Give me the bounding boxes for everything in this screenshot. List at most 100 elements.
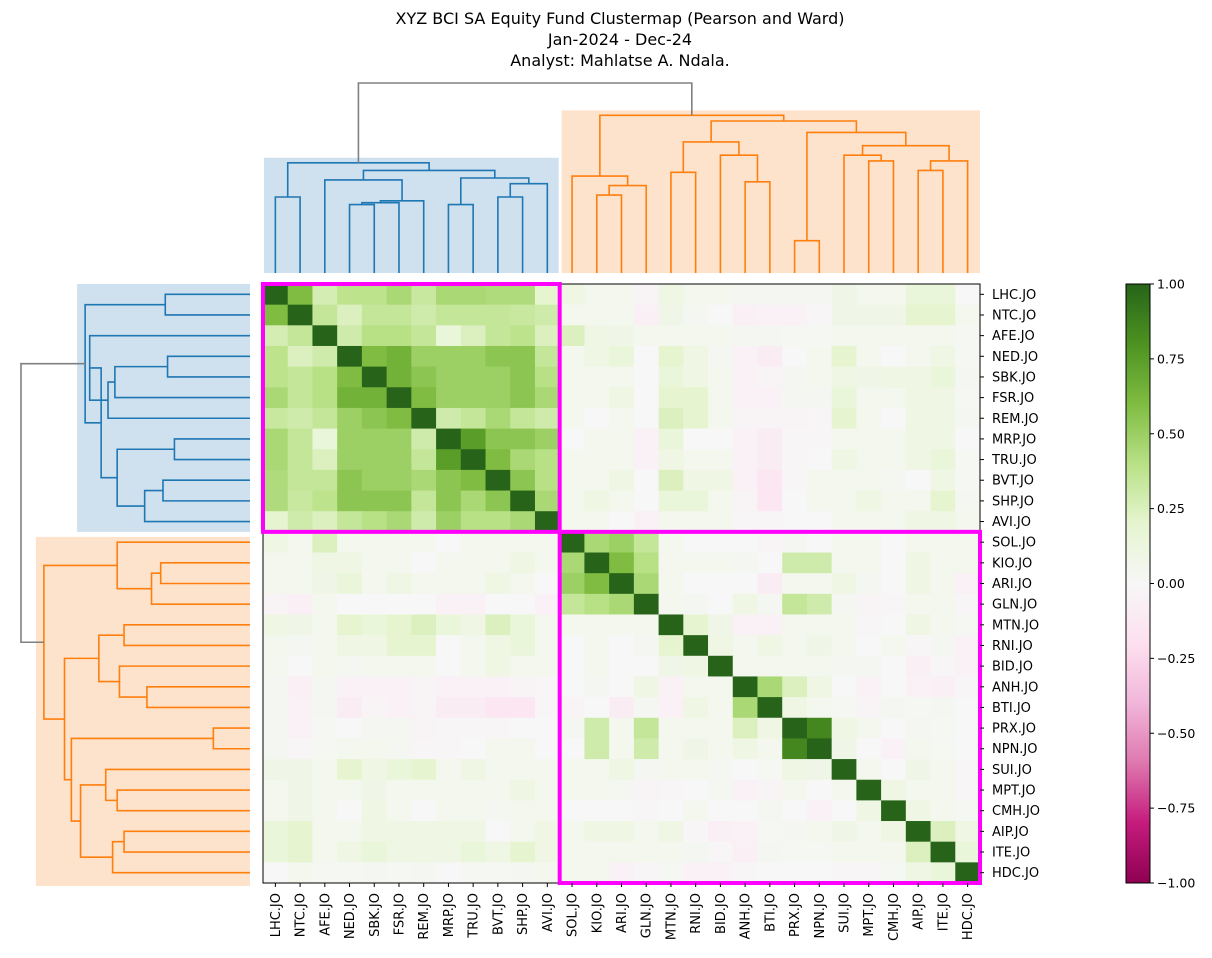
heatmap-cell — [263, 738, 289, 760]
heatmap-cell — [534, 800, 561, 822]
heatmap-cell — [856, 573, 882, 595]
heatmap-cell — [263, 821, 289, 843]
heatmap-cell — [312, 325, 338, 347]
heatmap-cell — [930, 759, 956, 781]
row-tick-label: BTI.JO — [992, 701, 1031, 716]
colorbar-tick-label: 0.00 — [1157, 576, 1185, 591]
heatmap-cell — [658, 655, 684, 678]
heatmap-cell — [312, 614, 338, 636]
heatmap-cell — [633, 821, 660, 843]
heatmap-cell — [757, 325, 783, 347]
heatmap-cell — [955, 593, 981, 616]
heatmap-cell — [436, 697, 462, 719]
heatmap-cell — [609, 655, 635, 678]
heatmap-cell — [782, 552, 808, 574]
cluster-box — [261, 282, 562, 534]
heatmap-cell — [361, 676, 388, 698]
heatmap-cell — [337, 862, 363, 884]
row-tick-label: AVI.JO — [992, 515, 1031, 530]
heatmap-cell — [386, 635, 412, 657]
heatmap-cell — [782, 469, 808, 492]
heatmap-cell — [609, 511, 635, 533]
heatmap-cell — [732, 407, 759, 430]
heatmap-cell — [460, 593, 487, 616]
heatmap-cell — [881, 511, 907, 533]
heatmap-cell — [361, 573, 388, 595]
heatmap-cell — [708, 304, 734, 326]
heatmap-cell — [361, 531, 388, 554]
heatmap-cell — [757, 697, 783, 719]
heatmap-cell — [905, 284, 932, 306]
heatmap-cell — [732, 717, 759, 740]
heatmap-cell — [361, 304, 388, 326]
heatmap-cell — [856, 490, 882, 512]
row-tick-label: RNI.JO — [992, 639, 1033, 654]
heatmap-cell — [361, 841, 388, 863]
column-tick-label: PRX.JO — [788, 893, 803, 937]
column-dendrogram-cluster-backgrounds — [264, 110, 980, 273]
column-tick-label: ARI.JO — [615, 893, 630, 933]
heatmap-cell — [633, 387, 660, 409]
heatmap-cell — [436, 511, 462, 533]
heatmap-cell — [930, 428, 956, 450]
heatmap-cell — [312, 676, 338, 698]
heatmap-cell — [732, 428, 759, 450]
heatmap-cell — [559, 635, 586, 657]
heatmap-cell — [411, 635, 437, 657]
heatmap-cell — [732, 614, 759, 636]
heatmap-cell — [881, 552, 907, 574]
heatmap-cell — [411, 841, 437, 863]
heatmap-cell — [609, 697, 635, 719]
heatmap-cell — [905, 800, 932, 822]
heatmap-cell — [955, 304, 981, 326]
heatmap-cell — [584, 387, 610, 409]
heatmap-cell — [485, 304, 511, 326]
heatmap-cell — [337, 717, 363, 740]
heatmap-cell — [955, 697, 981, 719]
heatmap-cell — [609, 800, 635, 822]
heatmap-cell — [460, 469, 487, 492]
heatmap-cell — [312, 655, 338, 678]
heatmap-cell — [485, 573, 511, 595]
heatmap-cell — [782, 325, 808, 347]
heatmap-cell — [510, 593, 536, 616]
heatmap-cell — [287, 800, 314, 822]
heatmap-cell — [905, 821, 932, 843]
heatmap-cell — [708, 614, 734, 636]
heatmap-cell — [806, 366, 833, 388]
heatmap-cell — [930, 841, 956, 863]
heatmap-cell — [312, 593, 338, 616]
heatmap-cell — [361, 717, 388, 740]
heatmap-cell — [609, 325, 635, 347]
heatmap-cell — [485, 779, 511, 801]
column-tick-label: NED.JO — [343, 893, 358, 939]
heatmap-cell — [732, 697, 759, 719]
heatmap-cell — [658, 862, 684, 884]
heatmap-cell — [411, 614, 437, 636]
heatmap-cell — [782, 759, 808, 781]
heatmap-cell — [337, 407, 363, 430]
heatmap-cell — [708, 821, 734, 843]
heatmap-cell — [782, 345, 808, 368]
heatmap-cell — [485, 841, 511, 863]
heatmap-cell — [658, 779, 684, 801]
heatmap-cell — [881, 697, 907, 719]
heatmap-cell — [411, 490, 437, 512]
heatmap-cell — [361, 635, 388, 657]
heatmap-cell — [732, 593, 759, 616]
heatmap-cell — [534, 759, 561, 781]
heatmap-cell — [386, 469, 412, 492]
column-tick-label: NTC.JO — [294, 893, 309, 937]
heatmap-cell — [312, 759, 338, 781]
heatmap-cell — [460, 407, 487, 430]
heatmap-cell — [658, 490, 684, 512]
heatmap-cell — [460, 779, 487, 801]
heatmap-cell — [386, 284, 412, 306]
heatmap-cell — [460, 614, 487, 636]
heatmap-cell — [905, 779, 932, 801]
heatmap-cell — [708, 428, 734, 450]
heatmap-cell — [856, 759, 882, 781]
heatmap-cell — [806, 841, 833, 863]
heatmap-cell — [683, 511, 709, 533]
